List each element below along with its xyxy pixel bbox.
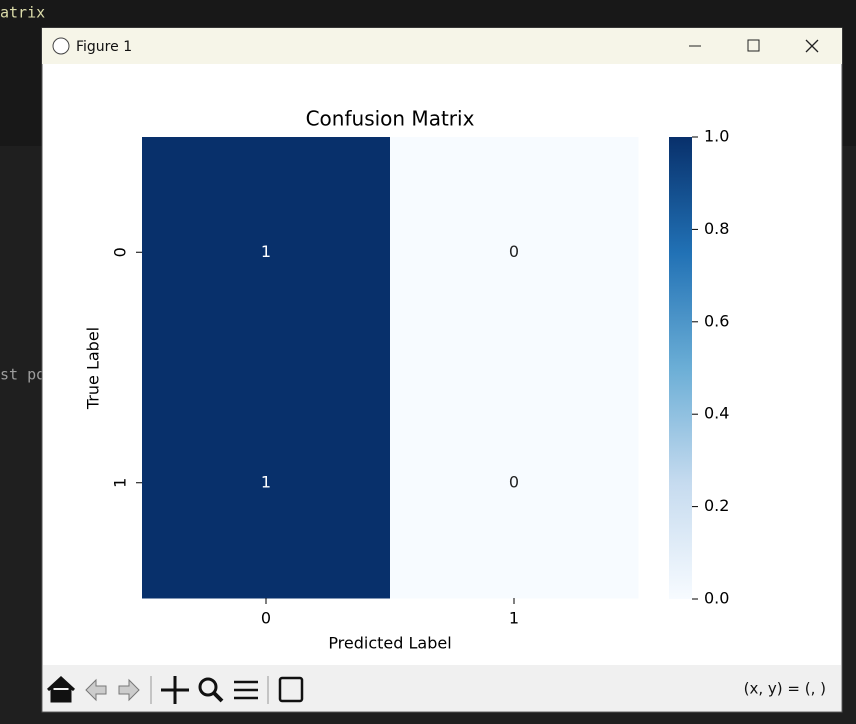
cell-annotation: 1 [261, 472, 271, 491]
maximize-button[interactable] [747, 39, 760, 52]
colorbar-tick-label: 0.0 [704, 589, 729, 608]
cell-annotation: 0 [509, 472, 519, 491]
save-button[interactable] [278, 676, 304, 703]
configure-button[interactable] [234, 680, 258, 700]
colorbar-tick-label: 0.2 [704, 496, 729, 515]
y-tick-label: 0 [111, 247, 130, 257]
editor-text: atrix [0, 4, 45, 22]
y-axis-label: True Label [84, 327, 103, 410]
window-title: Figure 1 [76, 39, 132, 55]
editor-text: st po [0, 366, 45, 384]
zoom-handle [212, 691, 224, 703]
x-axis-label: Predicted Label [328, 634, 451, 653]
heatmap-cell [390, 137, 639, 368]
chart-title: Confusion Matrix [306, 107, 475, 131]
colorbar-tick-label: 1.0 [704, 127, 729, 146]
x-tick-label: 1 [509, 609, 519, 628]
close-button[interactable] [805, 39, 819, 53]
home-button[interactable] [46, 675, 76, 703]
colorbar-tick-label: 0.6 [704, 311, 729, 330]
colorbar-tick-label: 0.8 [704, 219, 729, 238]
zoom-button[interactable] [198, 677, 218, 697]
pan-button[interactable] [161, 676, 189, 704]
heatmap-cell [142, 137, 391, 368]
colorbar [669, 137, 692, 599]
forward-button[interactable] [118, 678, 140, 702]
status-text: (x, y) = (, ) [744, 680, 826, 698]
chart: Confusion Matrix Predicted Label True La… [84, 107, 730, 653]
back-button[interactable] [85, 678, 107, 702]
colorbar-tick-label: 0.4 [704, 404, 729, 423]
cell-annotation: 0 [509, 242, 519, 261]
app-icon [52, 37, 70, 55]
heatmap-cell [142, 367, 391, 599]
cell-annotation: 1 [261, 242, 271, 261]
toolbar [43, 665, 841, 711]
title-bar [42, 28, 842, 64]
x-tick-label: 0 [261, 609, 271, 628]
y-tick-label: 1 [111, 478, 130, 488]
heatmap-cell [390, 367, 639, 599]
